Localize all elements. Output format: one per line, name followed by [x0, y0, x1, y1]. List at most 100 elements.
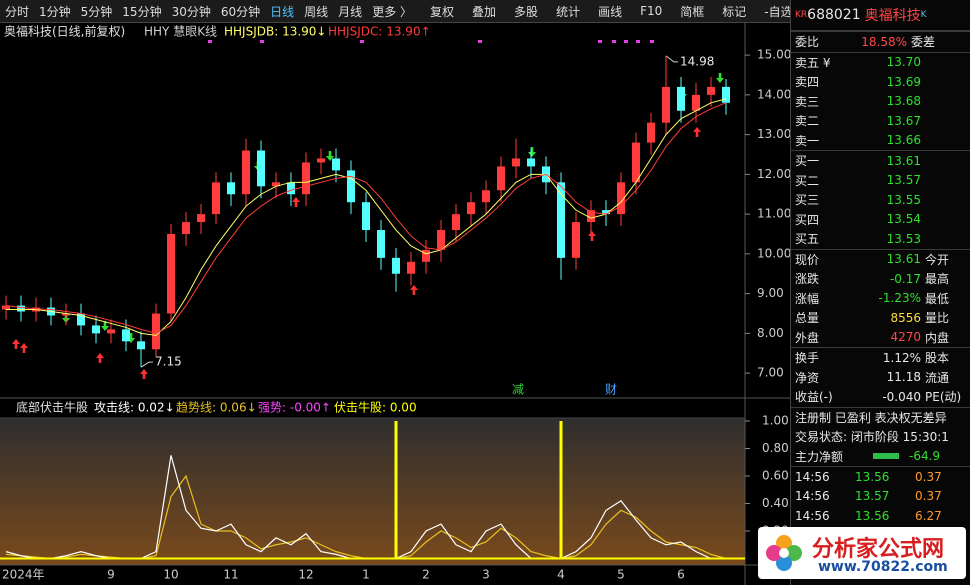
- price: 13.68: [886, 94, 921, 109]
- period-button[interactable]: 月线: [338, 4, 363, 19]
- label: 涨跌: [795, 272, 820, 287]
- period-button[interactable]: 更多 〉: [372, 4, 413, 19]
- y-tick-label: 7.00: [757, 366, 784, 380]
- label: 委差: [911, 35, 936, 50]
- logo-icon: [766, 535, 802, 571]
- tool-button[interactable]: 简框: [680, 4, 705, 19]
- value: -0.17: [889, 271, 921, 286]
- bid-row: 买五 13.53: [791, 229, 970, 249]
- y-tick-label: 10.00: [757, 246, 790, 260]
- label: 流通: [925, 370, 950, 385]
- candle-body: [227, 182, 235, 195]
- candle-body: [77, 313, 85, 326]
- legend-entry: 趋势线: 0.06↓: [176, 401, 257, 415]
- x-tick-label: 10: [163, 568, 178, 582]
- label: 内盘: [925, 330, 950, 345]
- ask-row: 卖三 13.68: [791, 92, 970, 112]
- label: 量比: [925, 311, 950, 326]
- period-button[interactable]: 周线: [304, 4, 329, 19]
- bid-row: 买四 13.54: [791, 210, 970, 230]
- candle-body: [197, 214, 205, 223]
- time: 14:56: [795, 489, 830, 504]
- tool-button[interactable]: 统计: [556, 4, 581, 19]
- candle-body: [692, 94, 700, 111]
- period-button[interactable]: 15分钟: [122, 4, 162, 19]
- market-tag: KR: [795, 10, 808, 20]
- x-tick-label: 1: [362, 568, 370, 582]
- volume: 6.27: [915, 508, 942, 523]
- candle-body: [347, 170, 355, 203]
- candle-body: [497, 166, 505, 191]
- tool-button[interactable]: 多股: [514, 4, 539, 19]
- value: 8556: [890, 310, 921, 325]
- candle-body: [512, 158, 520, 167]
- candle-body: [707, 86, 715, 95]
- tool-button[interactable]: 标记: [722, 4, 747, 19]
- candle-body: [182, 222, 190, 234]
- label: 换手: [795, 351, 820, 366]
- y-tick-label: 8.00: [757, 326, 784, 340]
- candle-body: [17, 305, 25, 312]
- value: 1.12%: [882, 350, 921, 365]
- x-tick-label: 4: [557, 568, 565, 582]
- label: 买五: [795, 232, 820, 247]
- logo-title: 分析家公式网: [812, 537, 945, 562]
- price: 13.61: [886, 153, 921, 168]
- label: 今开: [925, 252, 950, 267]
- value: 4270: [890, 330, 921, 345]
- period-button[interactable]: 日线: [270, 4, 295, 19]
- candle-body: [587, 210, 595, 223]
- trade-status: 交易状态: 闭市阶段 15:30:1: [795, 430, 949, 445]
- y-tick-label: 1.00: [762, 414, 789, 428]
- period-button[interactable]: 5分钟: [80, 4, 113, 19]
- tool-button[interactable]: 画线: [598, 4, 623, 19]
- value: -1.23%: [878, 291, 921, 306]
- y-tick-label: 13.00: [757, 127, 790, 141]
- net-row: 主力净额 -64.9: [791, 447, 970, 467]
- stat-row: 涨跌 -0.17 最高: [791, 269, 970, 289]
- ask-row: 卖二 13.67: [791, 111, 970, 131]
- price: 13.70: [886, 55, 921, 70]
- bid-row: 买一 13.61: [791, 150, 970, 171]
- logo-url: www.70822.com: [818, 559, 948, 575]
- candle-body: [2, 305, 10, 310]
- candle-body: [62, 313, 70, 316]
- bid-row: 买二 13.57: [791, 171, 970, 191]
- period-button[interactable]: 30分钟: [171, 4, 211, 19]
- tool-button[interactable]: F10: [640, 4, 663, 18]
- stock-name: 奥福科技: [864, 8, 921, 24]
- period-button[interactable]: 60分钟: [220, 4, 261, 19]
- label: 净资: [795, 370, 820, 385]
- candle-body: [677, 86, 685, 111]
- candle-body: [167, 233, 175, 314]
- ratio: 18.58%: [861, 34, 907, 49]
- indicator-background: [0, 418, 745, 565]
- legend-entry: HHJSJDC: 13.90↑: [328, 25, 431, 39]
- candle-body: [257, 150, 265, 187]
- candle-body: [362, 202, 370, 231]
- stock-code: 688021: [807, 7, 861, 23]
- ratio-row: 委比 18.58% 委差: [791, 31, 970, 52]
- top-marks: [208, 40, 654, 43]
- label: 现价: [795, 252, 820, 267]
- volume: 0.37: [915, 489, 942, 504]
- x-tick-label: 5: [617, 568, 625, 582]
- label: 外盘: [795, 330, 820, 345]
- period-button[interactable]: 分时: [5, 4, 30, 19]
- label: 卖二: [795, 114, 820, 129]
- tool-button[interactable]: 复权: [430, 4, 455, 19]
- time: 14:56: [795, 469, 830, 484]
- legend-entry: HHJSJDB: 13.90↓: [224, 25, 326, 39]
- label: 收益(-): [795, 390, 833, 405]
- tool-button[interactable]: 叠加: [472, 4, 497, 19]
- candle-body: [602, 210, 610, 215]
- tick-row: 14:56 13.57 0.37: [791, 487, 970, 507]
- annotation: 14.98: [680, 54, 714, 68]
- tool-button[interactable]: -自选: [764, 4, 793, 19]
- price: 13.55: [886, 192, 921, 207]
- candle-body: [422, 249, 430, 262]
- stat-row: 净资 11.18 流通: [791, 368, 970, 388]
- label: 买一: [795, 154, 820, 169]
- x-tick-label: 9: [107, 568, 115, 582]
- period-button[interactable]: 1分钟: [39, 4, 71, 19]
